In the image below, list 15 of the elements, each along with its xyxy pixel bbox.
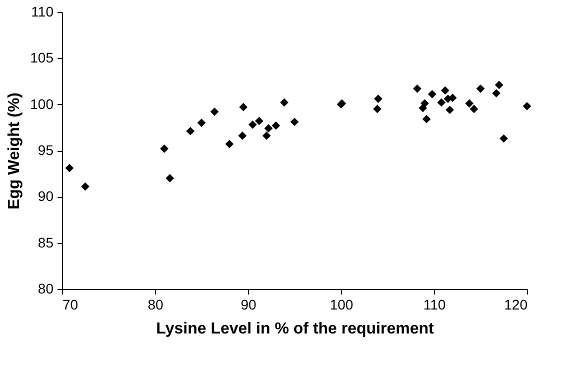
- y-tick-label: 110: [31, 4, 54, 20]
- y-tick-label: 85: [38, 234, 54, 250]
- y-tick-label: 105: [30, 50, 54, 66]
- x-tick-label: 90: [240, 296, 256, 312]
- y-axis-title: Egg Weight (%): [6, 92, 24, 210]
- x-tick-label: 120: [504, 296, 528, 312]
- x-tick-label: 70: [62, 296, 78, 312]
- y-tick-label: 90: [38, 188, 54, 204]
- y-tick-label: 100: [30, 96, 54, 112]
- x-axis-title: Lysine Level in % of the requirement: [156, 320, 435, 338]
- y-tick-label: 80: [38, 280, 54, 296]
- x-tick-label: 80: [148, 296, 164, 312]
- x-tick-label: 110: [423, 296, 446, 312]
- y-tick-label: 95: [38, 142, 54, 158]
- x-tick-label: 100: [330, 296, 354, 312]
